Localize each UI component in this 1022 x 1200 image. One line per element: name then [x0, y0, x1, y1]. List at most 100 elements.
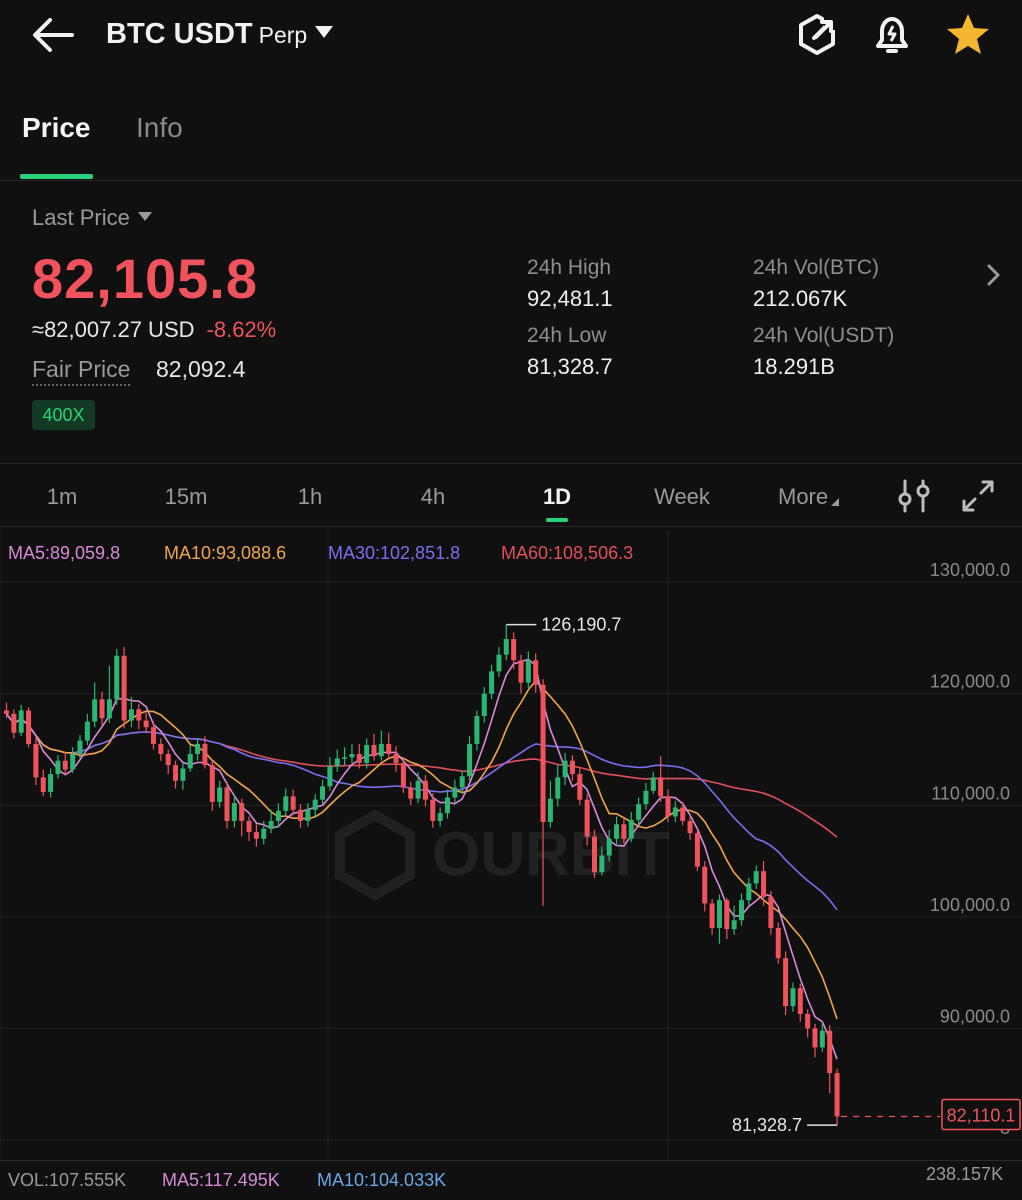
candle: [4, 702, 9, 719]
price-axis-label: 100,000.0: [930, 895, 1010, 915]
candle: [55, 755, 61, 779]
interval-week[interactable]: Week: [654, 484, 710, 509]
tab-price[interactable]: Price: [22, 112, 91, 143]
candle: [716, 894, 722, 944]
candle: [239, 798, 245, 837]
interval-more[interactable]: More: [778, 484, 858, 510]
ma30-legend: MA30:102,851.8: [328, 543, 461, 563]
candle: [70, 747, 76, 773]
candles: [4, 624, 840, 1126]
ma60-legend: MA60:108,506.3: [501, 543, 634, 563]
candle: [349, 743, 355, 763]
usd-price-line: ≈82,007.27 USD -8.62%: [32, 317, 276, 343]
share-icon: [799, 14, 838, 55]
favorite-button[interactable]: [943, 10, 993, 60]
candle: [261, 820, 267, 845]
candle: [467, 736, 473, 781]
candle: [143, 712, 149, 733]
candle: [496, 646, 502, 677]
moving-average-lines: [5, 658, 838, 1060]
ma30-line: [5, 713, 838, 911]
candle: [408, 781, 414, 806]
high-marker-label: 126,190.7: [541, 615, 621, 635]
candle: [268, 809, 274, 834]
candle: [121, 646, 127, 729]
usd-value: ≈82,007.27 USD: [32, 317, 195, 342]
candle: [812, 1023, 818, 1058]
price-axis-label: 120,000.0: [930, 672, 1010, 692]
candle: [253, 824, 259, 847]
candle: [371, 733, 377, 761]
low-marker-label: 81,328.7: [732, 1115, 802, 1135]
pair-selector[interactable]: BTC USDT Perp: [106, 18, 334, 51]
interval-1h[interactable]: 1h: [297, 484, 323, 509]
last-price: 82,105.8: [32, 247, 258, 310]
candle: [202, 736, 208, 769]
candle: [474, 710, 480, 751]
alert-bell-icon: [876, 17, 908, 53]
candle: [481, 687, 487, 723]
alert-button[interactable]: [867, 10, 917, 60]
tab-info[interactable]: Info: [136, 112, 183, 143]
candle: [540, 679, 546, 906]
candle: [768, 891, 774, 935]
stats-divider: [0, 463, 1022, 464]
candle: [195, 738, 201, 761]
share-button[interactable]: [792, 10, 842, 60]
candle: [290, 789, 296, 816]
candle: [327, 757, 333, 791]
interval-4h[interactable]: 4h: [420, 484, 446, 509]
favorite-star-icon: [947, 14, 989, 54]
candle: [364, 738, 370, 769]
back-arrow-icon: [33, 18, 74, 52]
candle: [400, 757, 406, 794]
candle: [386, 732, 392, 759]
back-button[interactable]: [30, 14, 76, 56]
candle: [636, 797, 642, 826]
candle: [503, 624, 509, 661]
candle: [231, 794, 237, 828]
candle: [151, 721, 156, 750]
candle: [805, 1009, 811, 1038]
candle: [99, 691, 105, 725]
candle: [312, 794, 318, 817]
24h-high-label: 24h High: [527, 256, 612, 279]
active-interval-indicator: [546, 518, 568, 522]
price-axis-label: 110,000.0: [931, 783, 1010, 803]
candle: [77, 735, 83, 759]
chart-grid: [0, 530, 1022, 1160]
fullscreen-icon: [962, 480, 994, 512]
contract-type: Perp: [258, 22, 308, 48]
candle: [114, 649, 120, 705]
candle: [834, 1068, 840, 1126]
interval-15m[interactable]: 15m: [164, 484, 208, 509]
tabs-divider: [0, 180, 1022, 181]
price-axis-label: 90,000.0: [940, 1006, 1010, 1026]
candle: [827, 1025, 833, 1094]
interval-1m[interactable]: 1m: [46, 484, 78, 509]
candle: [422, 775, 428, 807]
fullscreen-button[interactable]: [960, 478, 996, 514]
stats-more-button[interactable]: [982, 262, 1006, 288]
candle: [547, 780, 553, 828]
indicator-settings-button[interactable]: [896, 478, 932, 514]
candle: [790, 982, 796, 1012]
change-percent: -8.62%: [206, 317, 277, 342]
caret-down-icon: [315, 26, 334, 38]
price-chart[interactable]: OURBIT 130,000.0 120,000.0 110,000.0 100,00…: [0, 530, 1022, 1160]
candle: [562, 752, 568, 786]
candle: [26, 707, 32, 748]
fair-price-label[interactable]: Fair Price: [32, 356, 131, 386]
caret-down-icon: [137, 212, 152, 221]
candle: [672, 800, 678, 823]
volume-divider: [0, 1160, 1022, 1161]
candle: [187, 745, 193, 772]
volume-legend: VOL:107.555K: [8, 1170, 127, 1190]
chevron-right-icon: [987, 264, 1000, 286]
price-type-selector[interactable]: Last Price: [32, 205, 152, 231]
candle: [665, 789, 671, 823]
candle: [533, 653, 539, 693]
chart-markers: 126,190.7 81,328.7 82,110.1: [506, 615, 1021, 1135]
interval-1d[interactable]: 1D: [542, 484, 572, 509]
candle: [746, 877, 752, 906]
